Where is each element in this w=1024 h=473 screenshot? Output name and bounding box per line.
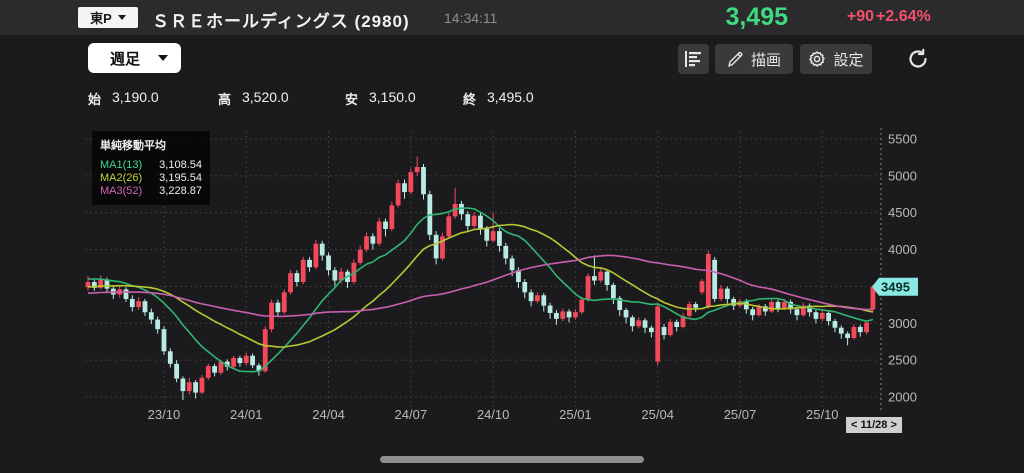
close-value: 3,495.0 (487, 89, 534, 105)
quote-time: 14:34:11 (444, 10, 498, 26)
bars-icon (685, 51, 701, 67)
price-change-percent: +2.64% (876, 8, 931, 25)
svg-text:25/10: 25/10 (806, 407, 839, 422)
svg-text:4000: 4000 (888, 242, 917, 257)
ma3-row: MA3(52) 3,228.87 (100, 185, 202, 198)
timeframe-dropdown[interactable]: 週足 (88, 43, 181, 73)
stock-title: ＳＲＥホールディングス (2980) (152, 12, 410, 31)
svg-text:25/01: 25/01 (559, 407, 592, 422)
svg-text:3000: 3000 (888, 316, 917, 331)
market-selector[interactable]: 東P (78, 7, 138, 28)
ma1-row: MA1(13) 3,108.54 (100, 159, 202, 172)
ma3-label: MA3(52) (100, 185, 143, 197)
chevron-down-icon (158, 55, 169, 61)
svg-text:24/10: 24/10 (477, 407, 510, 422)
settings-label: 設定 (833, 51, 864, 69)
ma1-label: MA1(13) (100, 159, 143, 171)
ma1-value: 3,108.54 (159, 159, 202, 171)
header-bar: 東P ＳＲＥホールディングス (2980) 14:34:11 3,495 +90… (0, 0, 1024, 35)
open-label: 始 (88, 92, 102, 107)
ma2-row: MA2(26) 3,195.54 (100, 172, 202, 185)
current-price: 3,495 (725, 3, 788, 31)
svg-text:24/01: 24/01 (230, 407, 263, 422)
svg-text:25/07: 25/07 (724, 407, 757, 422)
ma2-value: 3,195.54 (159, 172, 202, 184)
ma3-value: 3,228.87 (159, 185, 202, 197)
timeframe-label: 週足 (110, 50, 141, 68)
ma-legend-title: 単純移動平均 (100, 140, 166, 152)
svg-text:24/07: 24/07 (395, 407, 428, 422)
svg-text:24/04: 24/04 (312, 407, 345, 422)
svg-text:5000: 5000 (888, 168, 917, 183)
ma2-label: MA2(26) (100, 172, 143, 184)
low-label: 安 (345, 92, 359, 107)
open-value: 3,190.0 (112, 89, 159, 105)
svg-text:2500: 2500 (888, 353, 917, 368)
svg-text:5500: 5500 (888, 132, 917, 147)
svg-text:23/10: 23/10 (148, 407, 181, 422)
svg-text:2000: 2000 (888, 390, 917, 405)
svg-text:25/04: 25/04 (641, 407, 674, 422)
high-value: 3,520.0 (242, 89, 289, 105)
pencil-icon (728, 51, 743, 67)
date-pager[interactable]: < 11/28 > (846, 417, 902, 433)
ma-legend: 単純移動平均 MA1(13) 3,108.54 MA2(26) 3,195.54… (92, 131, 210, 205)
draw-label: 描画 (750, 51, 781, 69)
depth-chart-button[interactable] (678, 44, 709, 74)
refresh-icon (909, 48, 927, 68)
svg-text:4500: 4500 (888, 205, 917, 220)
gear-icon (809, 51, 826, 67)
high-label: 高 (218, 92, 232, 107)
svg-text:3495: 3495 (881, 279, 910, 294)
chevron-down-icon (117, 15, 126, 20)
draw-button[interactable]: 描画 (715, 44, 793, 74)
price-change: +90 (846, 8, 874, 25)
low-value: 3,150.0 (369, 89, 416, 105)
settings-button[interactable]: 設定 (800, 44, 872, 74)
market-label: 東P (90, 11, 112, 26)
chart-scrollbar[interactable] (380, 456, 644, 463)
refresh-button[interactable] (903, 44, 933, 74)
close-label: 終 (463, 92, 477, 107)
